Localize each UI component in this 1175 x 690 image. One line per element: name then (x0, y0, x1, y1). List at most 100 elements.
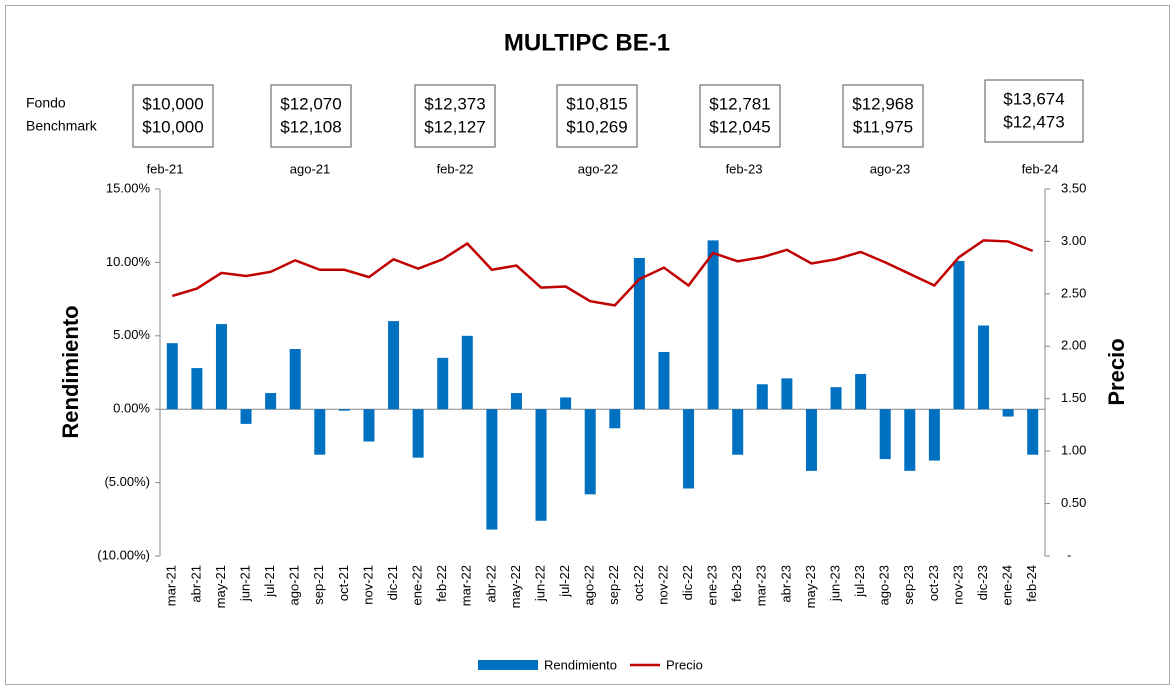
summary-date: feb-22 (437, 161, 474, 176)
legend-swatch (478, 660, 538, 670)
y2-tick-label: - (1067, 547, 1071, 562)
bar (904, 409, 916, 471)
summary-date: ago-23 (870, 161, 910, 176)
summary-fondo: $12,070 (280, 94, 341, 113)
x-tick-label: ene-24 (1000, 565, 1015, 605)
x-tick-label: may-21 (213, 565, 228, 608)
bar (240, 409, 252, 424)
summary-benchmark: $10,269 (566, 117, 627, 136)
x-tick-label: jul-23 (852, 565, 867, 598)
x-tick-label: dic-23 (975, 565, 990, 600)
y-tick-label: 5.00% (113, 327, 150, 342)
bar (756, 384, 768, 410)
x-tick-label: feb-24 (1024, 565, 1039, 602)
x-tick-label: abr-23 (778, 565, 793, 603)
summary-fondo: $12,373 (424, 94, 485, 113)
bar (978, 325, 990, 410)
summary-box (556, 84, 638, 148)
y2-tick-label: 3.00 (1061, 233, 1086, 248)
y2-tick-label: 0.50 (1061, 495, 1086, 510)
x-tick-label: feb-23 (729, 565, 744, 602)
bar (683, 409, 695, 489)
x-tick-label: dic-22 (680, 565, 695, 600)
bar (289, 349, 301, 410)
x-tick-label: nov-22 (655, 565, 670, 605)
bar (412, 409, 424, 458)
bar (338, 409, 350, 411)
y2-tick-label: 2.00 (1061, 338, 1086, 353)
summary-benchmark: $12,127 (424, 117, 485, 136)
bar (560, 397, 572, 410)
bar (732, 409, 744, 455)
summary-label: Benchmark (26, 118, 98, 134)
y2-tick-label: 3.50 (1061, 180, 1086, 195)
x-tick-label: jun-21 (237, 565, 252, 602)
summary-box (270, 84, 352, 148)
summary-date: feb-21 (147, 161, 184, 176)
bar (486, 409, 498, 530)
bar (388, 321, 400, 410)
bar (584, 409, 596, 495)
x-tick-label: ene-22 (410, 565, 425, 605)
y-axis-title: Rendimiento (58, 305, 83, 438)
bar (928, 409, 940, 461)
x-tick-label: mar-23 (754, 565, 769, 606)
x-tick-label: may-22 (508, 565, 523, 608)
bar (461, 335, 473, 410)
summary-benchmark: $12,045 (709, 117, 770, 136)
bar (535, 409, 547, 521)
x-tick-label: mar-22 (459, 565, 474, 606)
summary-benchmark: $11,975 (853, 117, 913, 136)
x-tick-label: mar-21 (164, 565, 179, 606)
summary-fondo: $12,781 (709, 94, 770, 113)
legend-label: Rendimiento (544, 657, 617, 672)
bar (830, 387, 842, 410)
bar (314, 409, 326, 455)
summary-date: ago-22 (578, 161, 618, 176)
bar (609, 409, 621, 429)
summary-date: feb-23 (726, 161, 763, 176)
bar (166, 343, 178, 410)
bar (805, 409, 817, 471)
summary-label: Fondo (26, 95, 66, 111)
bar (1002, 409, 1014, 417)
x-tick-label: dic-21 (385, 565, 400, 600)
bar (215, 324, 227, 410)
x-tick-label: feb-22 (434, 565, 449, 602)
y-tick-label: 15.00% (106, 180, 151, 195)
bar (363, 409, 375, 442)
x-tick-label: jun-22 (532, 565, 547, 602)
bar (781, 378, 793, 410)
bar (265, 393, 277, 410)
summary-fondo: $12,968 (852, 94, 913, 113)
summary-box (699, 84, 781, 148)
x-tick-label: ago-23 (877, 565, 892, 605)
x-tick-label: oct-21 (336, 565, 351, 601)
x-tick-label: may-23 (803, 565, 818, 608)
y-tick-label: 10.00% (106, 254, 151, 269)
bar (953, 260, 965, 410)
bar (1027, 409, 1039, 455)
summary-benchmark: $12,473 (1003, 112, 1064, 131)
summary-box (132, 84, 214, 148)
x-tick-label: jul-22 (557, 565, 572, 598)
bar (707, 240, 719, 410)
x-tick-label: ene-23 (705, 565, 720, 605)
y-tick-label: 0.00% (113, 401, 150, 416)
bar (879, 409, 891, 460)
summary-box (842, 84, 924, 148)
y2-tick-label: 1.00 (1061, 443, 1086, 458)
x-tick-label: abr-21 (188, 565, 203, 603)
bar (510, 393, 522, 410)
x-tick-label: nov-21 (360, 565, 375, 605)
x-tick-label: ago-22 (582, 565, 597, 605)
bar (191, 368, 203, 410)
x-tick-label: oct-23 (926, 565, 941, 601)
y-tick-label: (10.00%) (97, 547, 150, 562)
summary-fondo: $13,674 (1003, 89, 1064, 108)
summary-fondo: $10,815 (566, 94, 627, 113)
summary-benchmark: $12,108 (280, 117, 341, 136)
summary-box (414, 84, 496, 148)
x-tick-label: abr-22 (483, 565, 498, 603)
